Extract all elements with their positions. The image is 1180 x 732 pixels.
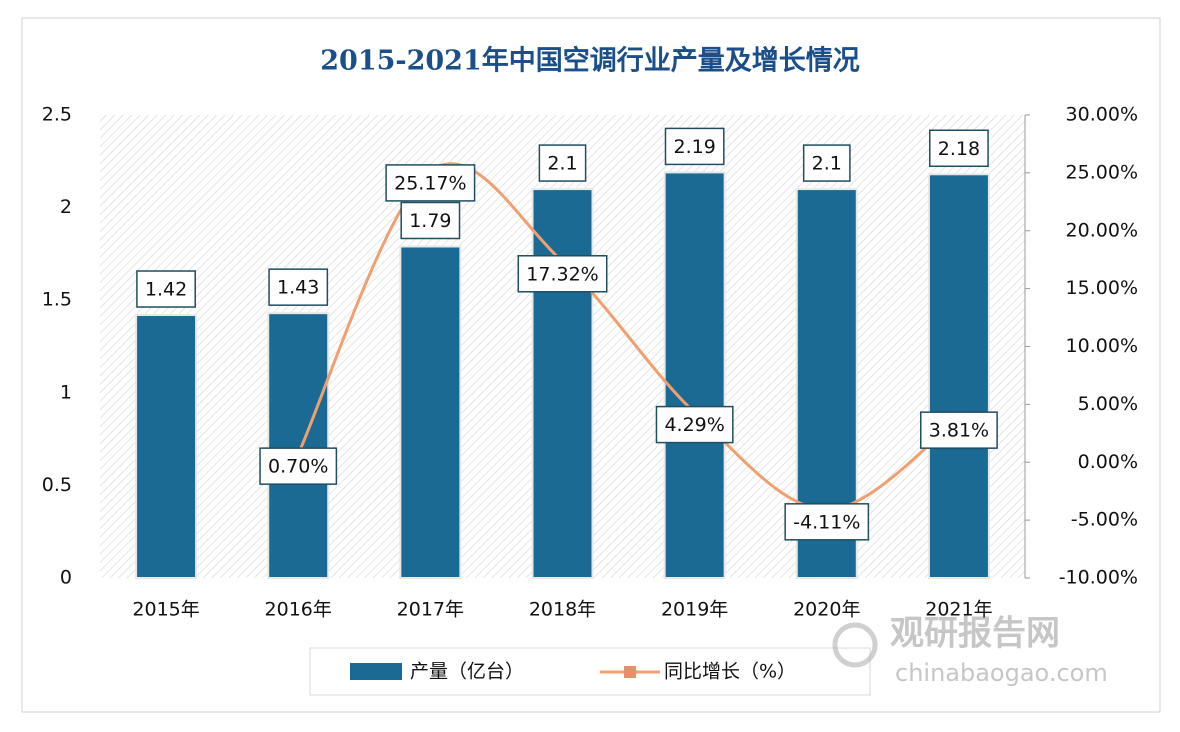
data-label-text: 1.79: [409, 210, 451, 232]
watermark: 观研报告网 chinabaogao.com: [832, 614, 1108, 687]
data-label-box: [385, 164, 476, 202]
data-label-text: 1.42: [145, 279, 187, 301]
data-label: 1.79: [400, 201, 461, 240]
data-label: 2.1: [802, 144, 851, 182]
y2-tick-label: 15.00%: [1066, 277, 1138, 299]
legend-label: 产量（亿台）: [410, 661, 524, 683]
data-label-box: [538, 144, 587, 182]
data-label-text: 2.1: [812, 153, 842, 175]
bar: [267, 312, 330, 579]
y-tick-label: 2: [60, 196, 72, 218]
data-label-text: 17.32%: [526, 263, 598, 285]
data-label-text: 2.19: [673, 136, 715, 158]
data-label-text: 0.70%: [268, 456, 328, 478]
y2-tick-label: 0.00%: [1078, 451, 1138, 473]
data-label-box: [655, 405, 734, 444]
y2-tick-label: 30.00%: [1066, 104, 1138, 126]
data-label: 2.1: [538, 144, 587, 182]
x-tick-label: 2019年: [661, 599, 728, 621]
data-label: 17.32%: [517, 255, 608, 293]
data-label: 2.19: [664, 127, 725, 166]
data-label-box: [268, 268, 329, 306]
watermark-logo: [832, 622, 878, 668]
data-label: 1.42: [136, 270, 196, 308]
bar: [399, 245, 462, 579]
data-label-box: [929, 129, 989, 168]
data-label-text: 3.81%: [929, 420, 989, 442]
bar: [531, 188, 594, 580]
bar: [135, 314, 198, 579]
y2-tick-label: -10.00%: [1059, 567, 1138, 589]
y-tick-label: 1.5: [42, 289, 72, 311]
bar: [927, 173, 990, 579]
data-label-box: [784, 503, 870, 541]
x-tick-label: 2018年: [529, 599, 596, 621]
data-label-text: 2.1: [547, 153, 577, 175]
data-label: 1.43: [268, 268, 329, 306]
data-label-box: [259, 447, 338, 485]
data-label-text: 25.17%: [394, 172, 466, 194]
data-label-box: [664, 127, 725, 166]
data-label-text: -4.11%: [793, 511, 860, 533]
bar: [663, 171, 726, 580]
data-label: 3.81%: [919, 411, 998, 449]
chart-title: 2015-2021年中国空调行业产量及增长情况: [320, 45, 860, 77]
legend-swatch: [624, 666, 636, 678]
data-label-text: 1.43: [277, 277, 319, 299]
y-tick-label: 1: [60, 381, 72, 403]
data-label-text: 4.29%: [664, 414, 724, 436]
data-label-box: [919, 411, 998, 449]
x-tick-label: 2021年: [925, 599, 992, 621]
x-tick-label: 2016年: [265, 599, 332, 621]
watermark-title: 观研报告网: [890, 614, 1060, 654]
y2-tick-label: 20.00%: [1066, 219, 1138, 241]
data-label: -4.11%: [784, 503, 870, 541]
legend-label: 同比增长（%）: [664, 661, 796, 683]
y2-tick-label: 5.00%: [1078, 393, 1138, 415]
legend-swatch: [350, 663, 402, 680]
x-tick-label: 2020年: [793, 599, 860, 621]
y2-tick-label: 10.00%: [1066, 335, 1138, 357]
y-tick-label: 0: [60, 567, 72, 589]
y-tick-label: 0.5: [42, 474, 72, 496]
data-label-box: [136, 270, 196, 308]
x-tick-label: 2017年: [397, 599, 464, 621]
y2-tick-label: -5.00%: [1071, 509, 1138, 531]
data-label: 25.17%: [385, 164, 476, 202]
y2-tick-label: 25.00%: [1066, 161, 1138, 183]
data-label-box: [802, 144, 851, 182]
watermark-url: chinabaogao.com: [895, 659, 1108, 687]
data-label-box: [400, 201, 461, 240]
data-label: 0.70%: [259, 447, 338, 485]
data-label-text: 2.18: [938, 138, 980, 160]
legend-box: [309, 647, 871, 696]
y-tick-label: 2.5: [42, 104, 72, 126]
x-tick-label: 2015年: [132, 599, 199, 621]
data-label: 4.29%: [655, 405, 734, 444]
data-label-box: [517, 255, 608, 293]
data-label: 2.18: [929, 129, 989, 168]
